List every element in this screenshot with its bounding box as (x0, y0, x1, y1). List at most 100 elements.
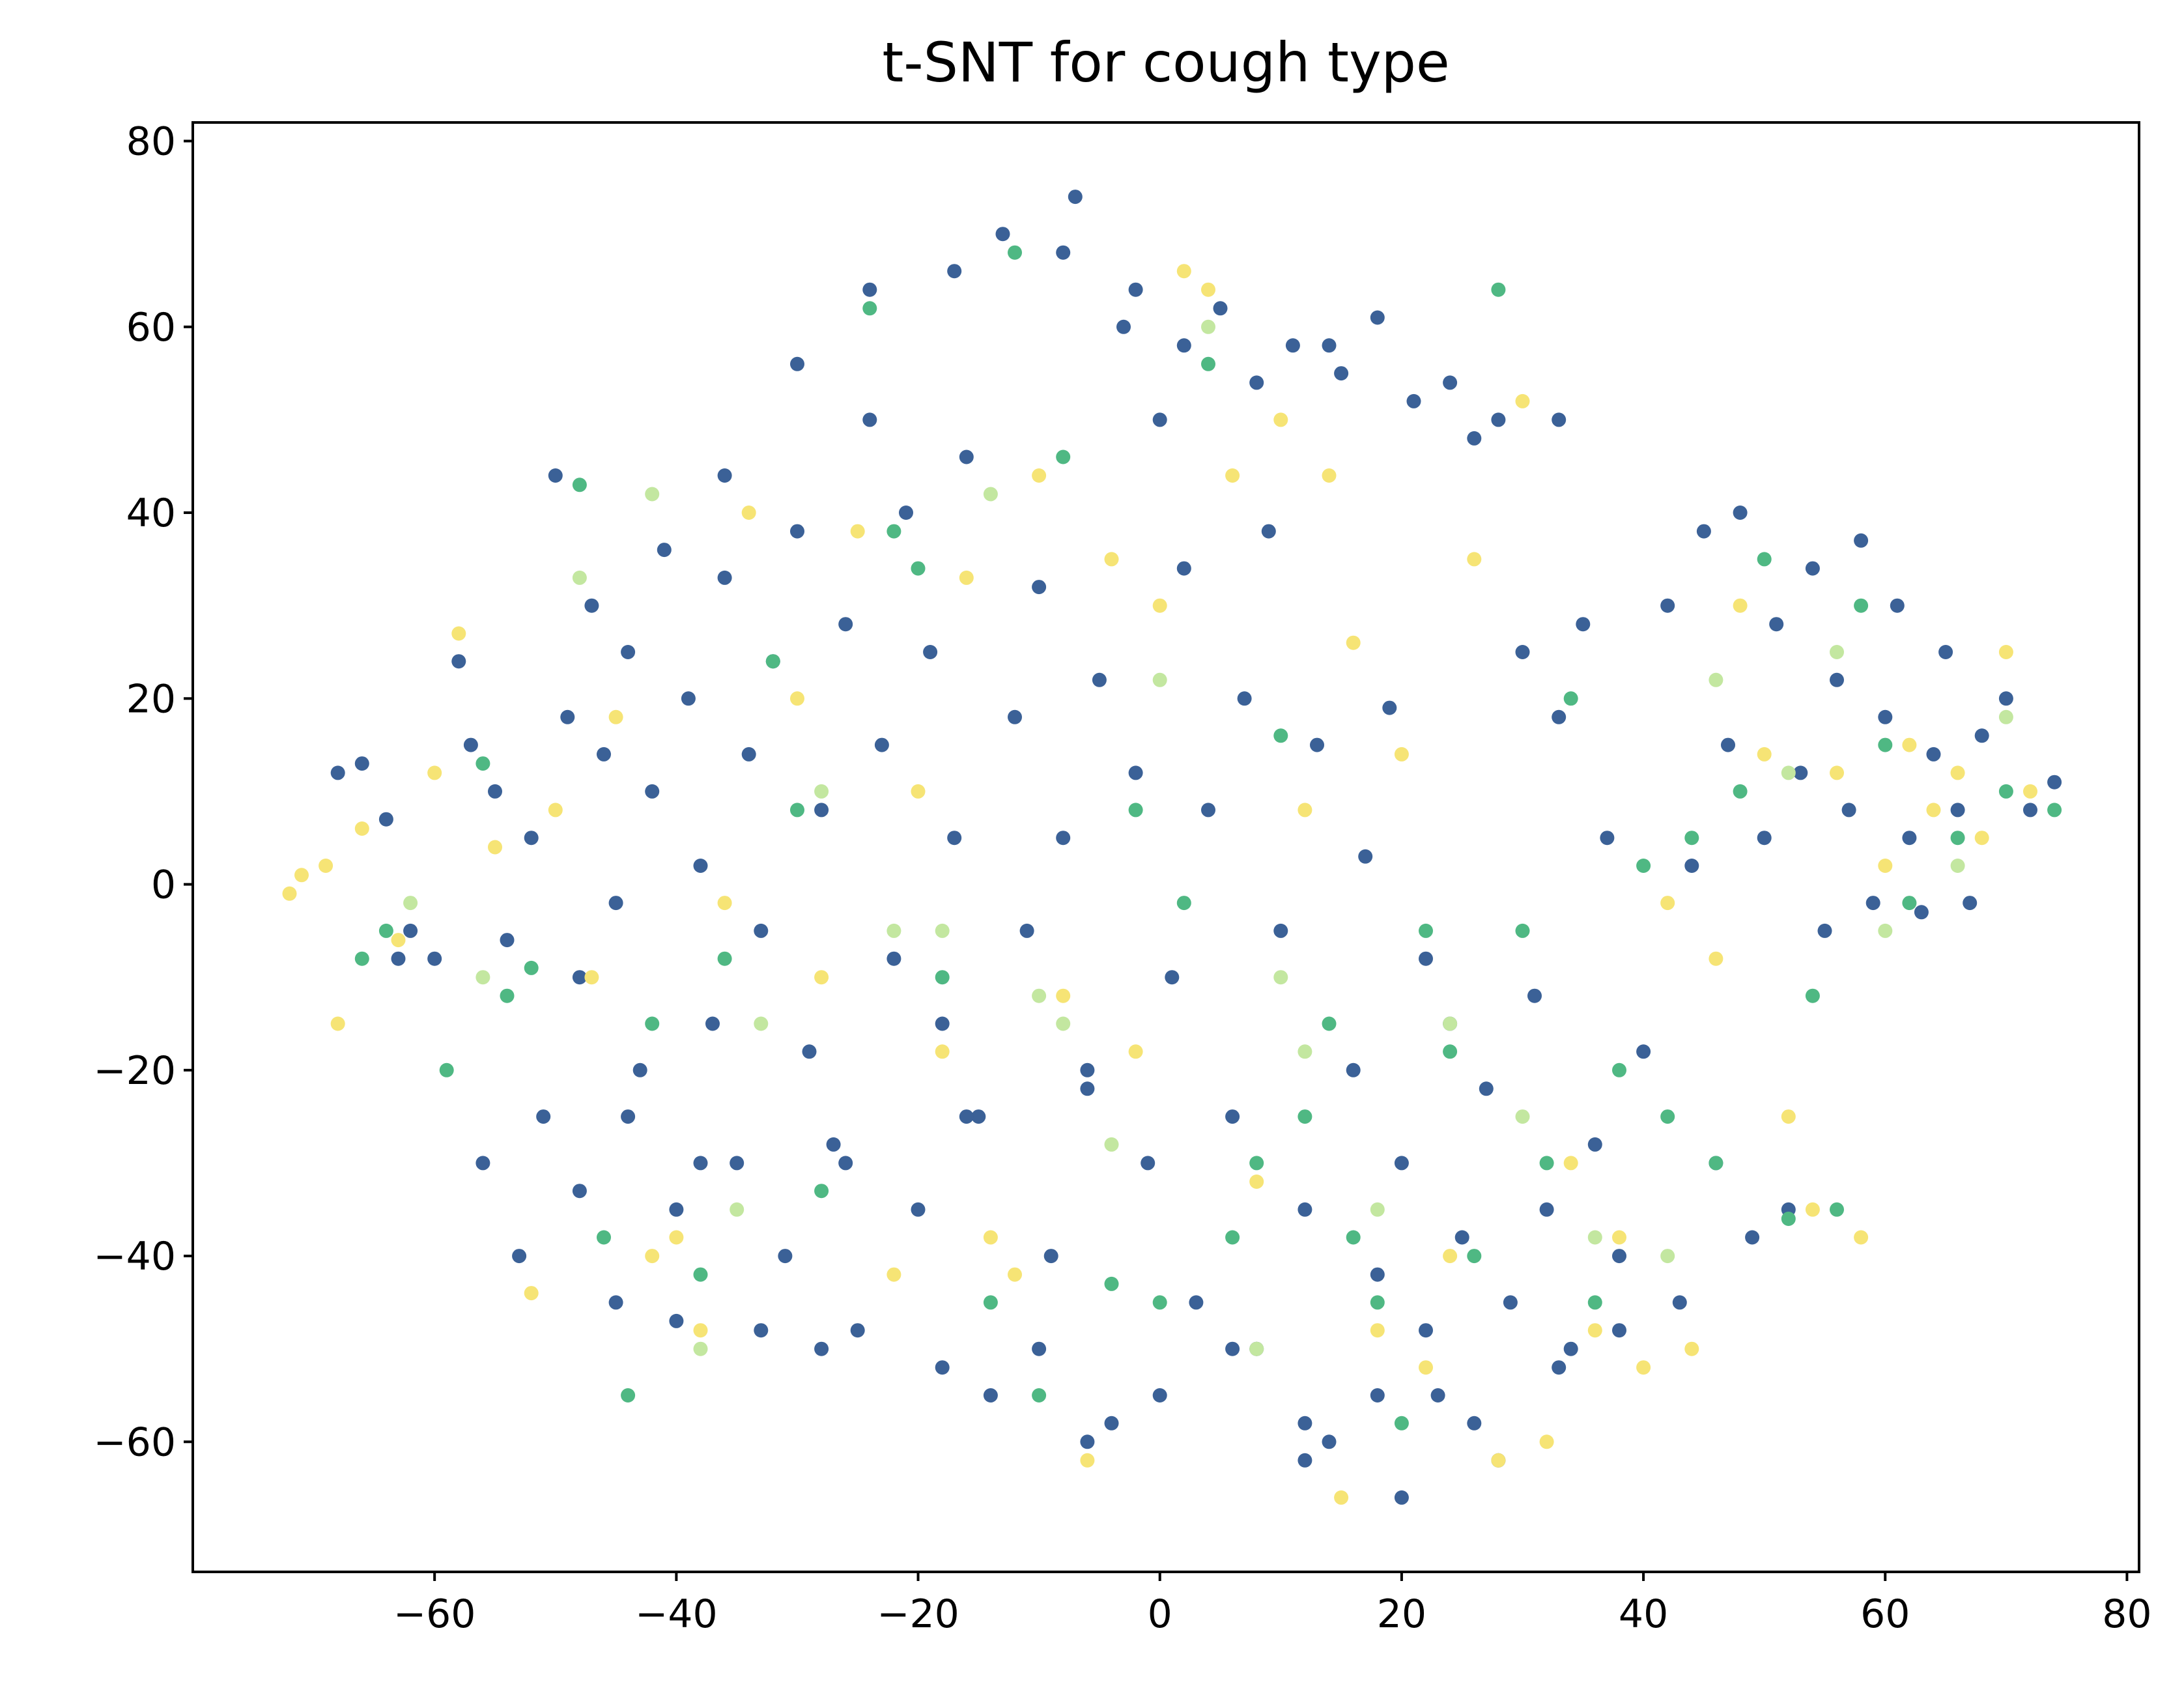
y-tick-label: −40 (93, 1234, 176, 1279)
data-point (645, 1016, 660, 1031)
data-point (1080, 1062, 1095, 1077)
data-point (1926, 747, 1941, 762)
data-point (1104, 1276, 1119, 1291)
chart-title: t-SNT for cough type (882, 31, 1449, 94)
data-point (1539, 1156, 1554, 1171)
data-point (608, 896, 623, 911)
data-point (1346, 635, 1361, 650)
data-point (1225, 1341, 1240, 1356)
data-point (1370, 1267, 1385, 1282)
data-point (1793, 765, 1808, 780)
data-point (1128, 282, 1143, 297)
data-point (693, 859, 708, 873)
data-point (754, 923, 769, 938)
data-point (1733, 784, 1748, 799)
data-point (1660, 896, 1675, 911)
y-tick-label: −20 (93, 1048, 176, 1094)
data-point (1298, 1109, 1312, 1124)
data-point (1032, 988, 1047, 1003)
data-point (717, 896, 732, 911)
data-point (1043, 1249, 1058, 1264)
data-point (1104, 552, 1119, 567)
data-point (1612, 1323, 1626, 1338)
data-point (1587, 1295, 1602, 1310)
data-point (1273, 412, 1288, 427)
data-point (2023, 803, 2037, 818)
data-point (1176, 561, 1191, 576)
data-point (475, 970, 490, 985)
data-point (1854, 533, 1869, 548)
data-point (886, 524, 901, 539)
data-point (983, 1388, 998, 1403)
data-point (1781, 1109, 1796, 1124)
data-point (1781, 765, 1796, 780)
data-point (838, 617, 853, 632)
data-point (886, 923, 901, 938)
data-point (1104, 1416, 1119, 1431)
data-point (1213, 301, 1228, 316)
data-point (838, 1156, 853, 1171)
data-point (1854, 598, 1869, 613)
data-point (693, 1341, 708, 1356)
data-point (2047, 803, 2062, 818)
data-point (1733, 506, 1748, 520)
data-point (1225, 1109, 1240, 1124)
data-point (512, 1249, 527, 1264)
data-point (1515, 923, 1530, 938)
data-point (1068, 190, 1083, 205)
data-point (524, 831, 539, 846)
data-point (1830, 645, 1844, 659)
data-point (1503, 1295, 1518, 1310)
data-point (1201, 319, 1215, 334)
data-point (1830, 1202, 1844, 1217)
data-point (1152, 1388, 1167, 1403)
data-point (608, 709, 623, 724)
data-point (1963, 896, 1978, 911)
data-point (451, 654, 466, 669)
data-point (693, 1156, 708, 1171)
data-point (959, 570, 974, 585)
data-point (1201, 803, 1215, 818)
data-point (1587, 1230, 1602, 1245)
data-point (1334, 366, 1349, 381)
data-point (741, 506, 756, 520)
data-point (2047, 775, 2062, 790)
data-point (294, 868, 309, 883)
data-point (1056, 449, 1071, 464)
data-point (1467, 552, 1482, 567)
data-point (1865, 896, 1880, 911)
data-point (1419, 923, 1433, 938)
data-point (1805, 988, 1820, 1003)
data-point (693, 1323, 708, 1338)
data-point (1950, 831, 1965, 846)
data-point (1781, 1212, 1796, 1226)
data-point (1128, 1044, 1143, 1059)
data-point (1165, 970, 1180, 985)
data-point (717, 570, 732, 585)
x-tick-label: 60 (1860, 1591, 1910, 1637)
data-point (1817, 923, 1832, 938)
data-point (1576, 617, 1591, 632)
data-point (1152, 598, 1167, 613)
data-point (935, 1360, 950, 1375)
data-point (862, 282, 877, 297)
data-point (935, 923, 950, 938)
data-point (657, 543, 672, 558)
data-point (754, 1016, 769, 1031)
data-point (1878, 859, 1893, 873)
data-point (1176, 338, 1191, 353)
data-point (1008, 709, 1022, 724)
data-point (572, 970, 587, 985)
data-point (1249, 1341, 1264, 1356)
data-point (1974, 728, 1989, 743)
data-point (1878, 923, 1893, 938)
data-point (1998, 645, 2013, 659)
data-point (1370, 1323, 1385, 1338)
data-point (1769, 617, 1784, 632)
data-point (1152, 1295, 1167, 1310)
data-point (1346, 1230, 1361, 1245)
data-point (1612, 1062, 1626, 1077)
data-point (1757, 831, 1772, 846)
data-point (1298, 803, 1312, 818)
